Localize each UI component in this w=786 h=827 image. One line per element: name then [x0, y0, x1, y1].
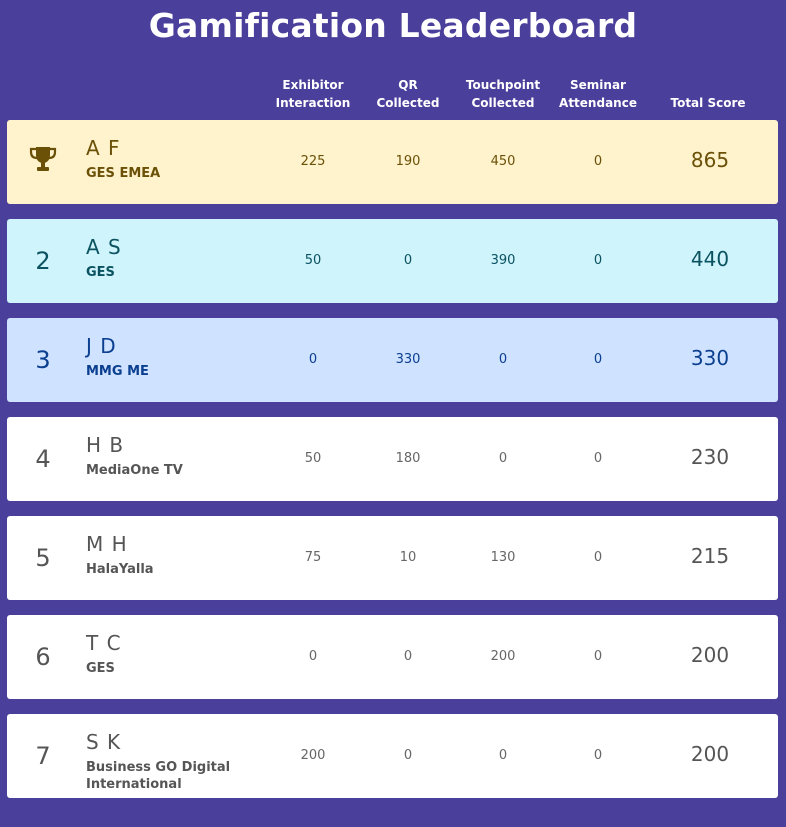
- qr-collected-value: 180: [395, 451, 421, 466]
- leaderboard-row: 6 T C GES 0 0 200 0 200: [7, 615, 778, 699]
- rank-number: 4: [35, 445, 51, 473]
- qr-collected-value: 190: [395, 154, 421, 169]
- seminar-attendance-value: 0: [593, 253, 603, 268]
- qr-collected-value: 0: [403, 748, 413, 763]
- qr-collected-value: 330: [395, 352, 421, 367]
- participant-name: A F: [86, 136, 121, 160]
- leaderboard-row: 7 S K Business GO Digital International …: [7, 714, 778, 798]
- page-title: Gamification Leaderboard: [148, 6, 638, 45]
- leaderboard-row: A F GES EMEA 225 190 450 0 865: [7, 120, 778, 204]
- touchpoint-collected-value: 200: [490, 649, 516, 664]
- participant-company: HalaYalla: [86, 562, 154, 577]
- exhibitor-interaction-value: 50: [304, 253, 322, 268]
- column-header-qr-collected: QR Collected: [376, 78, 440, 110]
- exhibitor-interaction-value: 0: [308, 352, 318, 367]
- exhibitor-interaction-value: 225: [300, 154, 326, 169]
- column-header-seminar-attendance: Seminar Attendance: [559, 78, 637, 110]
- rank-number: 2: [35, 247, 51, 275]
- participant-name: T C: [86, 631, 122, 655]
- rank-number: 7: [35, 742, 51, 770]
- total-score-value: 200: [690, 742, 730, 766]
- exhibitor-interaction-value: 200: [300, 748, 326, 763]
- participant-company: GES: [86, 661, 115, 676]
- touchpoint-collected-value: 0: [498, 748, 508, 763]
- total-score-value: 865: [690, 148, 730, 172]
- touchpoint-collected-value: 0: [498, 352, 508, 367]
- leaderboard-row: 4 H B MediaOne TV 50 180 0 0 230: [7, 417, 778, 501]
- total-score-value: 330: [690, 346, 730, 370]
- seminar-attendance-value: 0: [593, 748, 603, 763]
- leaderboard-row: 2 A S GES 50 0 390 0 440: [7, 219, 778, 303]
- touchpoint-collected-value: 130: [490, 550, 516, 565]
- rank-number: 6: [35, 643, 51, 671]
- rank-number: 3: [35, 346, 51, 374]
- column-header-row: Exhibitor Interaction QR Collected Touch…: [0, 76, 786, 112]
- seminar-attendance-value: 0: [593, 649, 603, 664]
- participant-name: M H: [86, 532, 128, 556]
- column-header-total-score: Total Score: [670, 96, 746, 110]
- participant-company: MediaOne TV: [86, 463, 183, 478]
- column-header-touchpoint-collected: Touchpoint Collected: [465, 78, 541, 110]
- touchpoint-collected-value: 390: [490, 253, 516, 268]
- participant-name: J D: [86, 334, 117, 358]
- touchpoint-collected-value: 0: [498, 451, 508, 466]
- rank-badge: [23, 120, 63, 204]
- total-score-value: 440: [690, 247, 730, 271]
- participant-company: Business GO Digital International: [86, 760, 231, 792]
- exhibitor-interaction-value: 75: [304, 550, 322, 565]
- participant-company: GES: [86, 265, 115, 280]
- qr-collected-value: 10: [399, 550, 417, 565]
- participant-name: S K: [86, 730, 122, 754]
- exhibitor-interaction-value: 50: [304, 451, 322, 466]
- rank-number: 5: [35, 544, 51, 572]
- participant-name: H B: [86, 433, 125, 457]
- total-score-value: 200: [690, 643, 730, 667]
- total-score-value: 230: [690, 445, 730, 469]
- seminar-attendance-value: 0: [593, 550, 603, 565]
- column-header-exhibitor-interaction: Exhibitor Interaction: [275, 78, 351, 110]
- qr-collected-value: 0: [403, 649, 413, 664]
- trophy-icon: [29, 147, 57, 171]
- leaderboard-row: 5 M H HalaYalla 75 10 130 0 215: [7, 516, 778, 600]
- exhibitor-interaction-value: 0: [308, 649, 318, 664]
- seminar-attendance-value: 0: [593, 451, 603, 466]
- participant-name: A S: [86, 235, 122, 259]
- seminar-attendance-value: 0: [593, 352, 603, 367]
- touchpoint-collected-value: 450: [490, 154, 516, 169]
- leaderboard-row: 3 J D MMG ME 0 330 0 0 330: [7, 318, 778, 402]
- total-score-value: 215: [690, 544, 730, 568]
- leaderboard-list: A F GES EMEA 225 190 450 0 865 2 A S GES…: [7, 120, 778, 813]
- participant-company: MMG ME: [86, 364, 149, 379]
- seminar-attendance-value: 0: [593, 154, 603, 169]
- participant-company: GES EMEA: [86, 166, 161, 181]
- qr-collected-value: 0: [403, 253, 413, 268]
